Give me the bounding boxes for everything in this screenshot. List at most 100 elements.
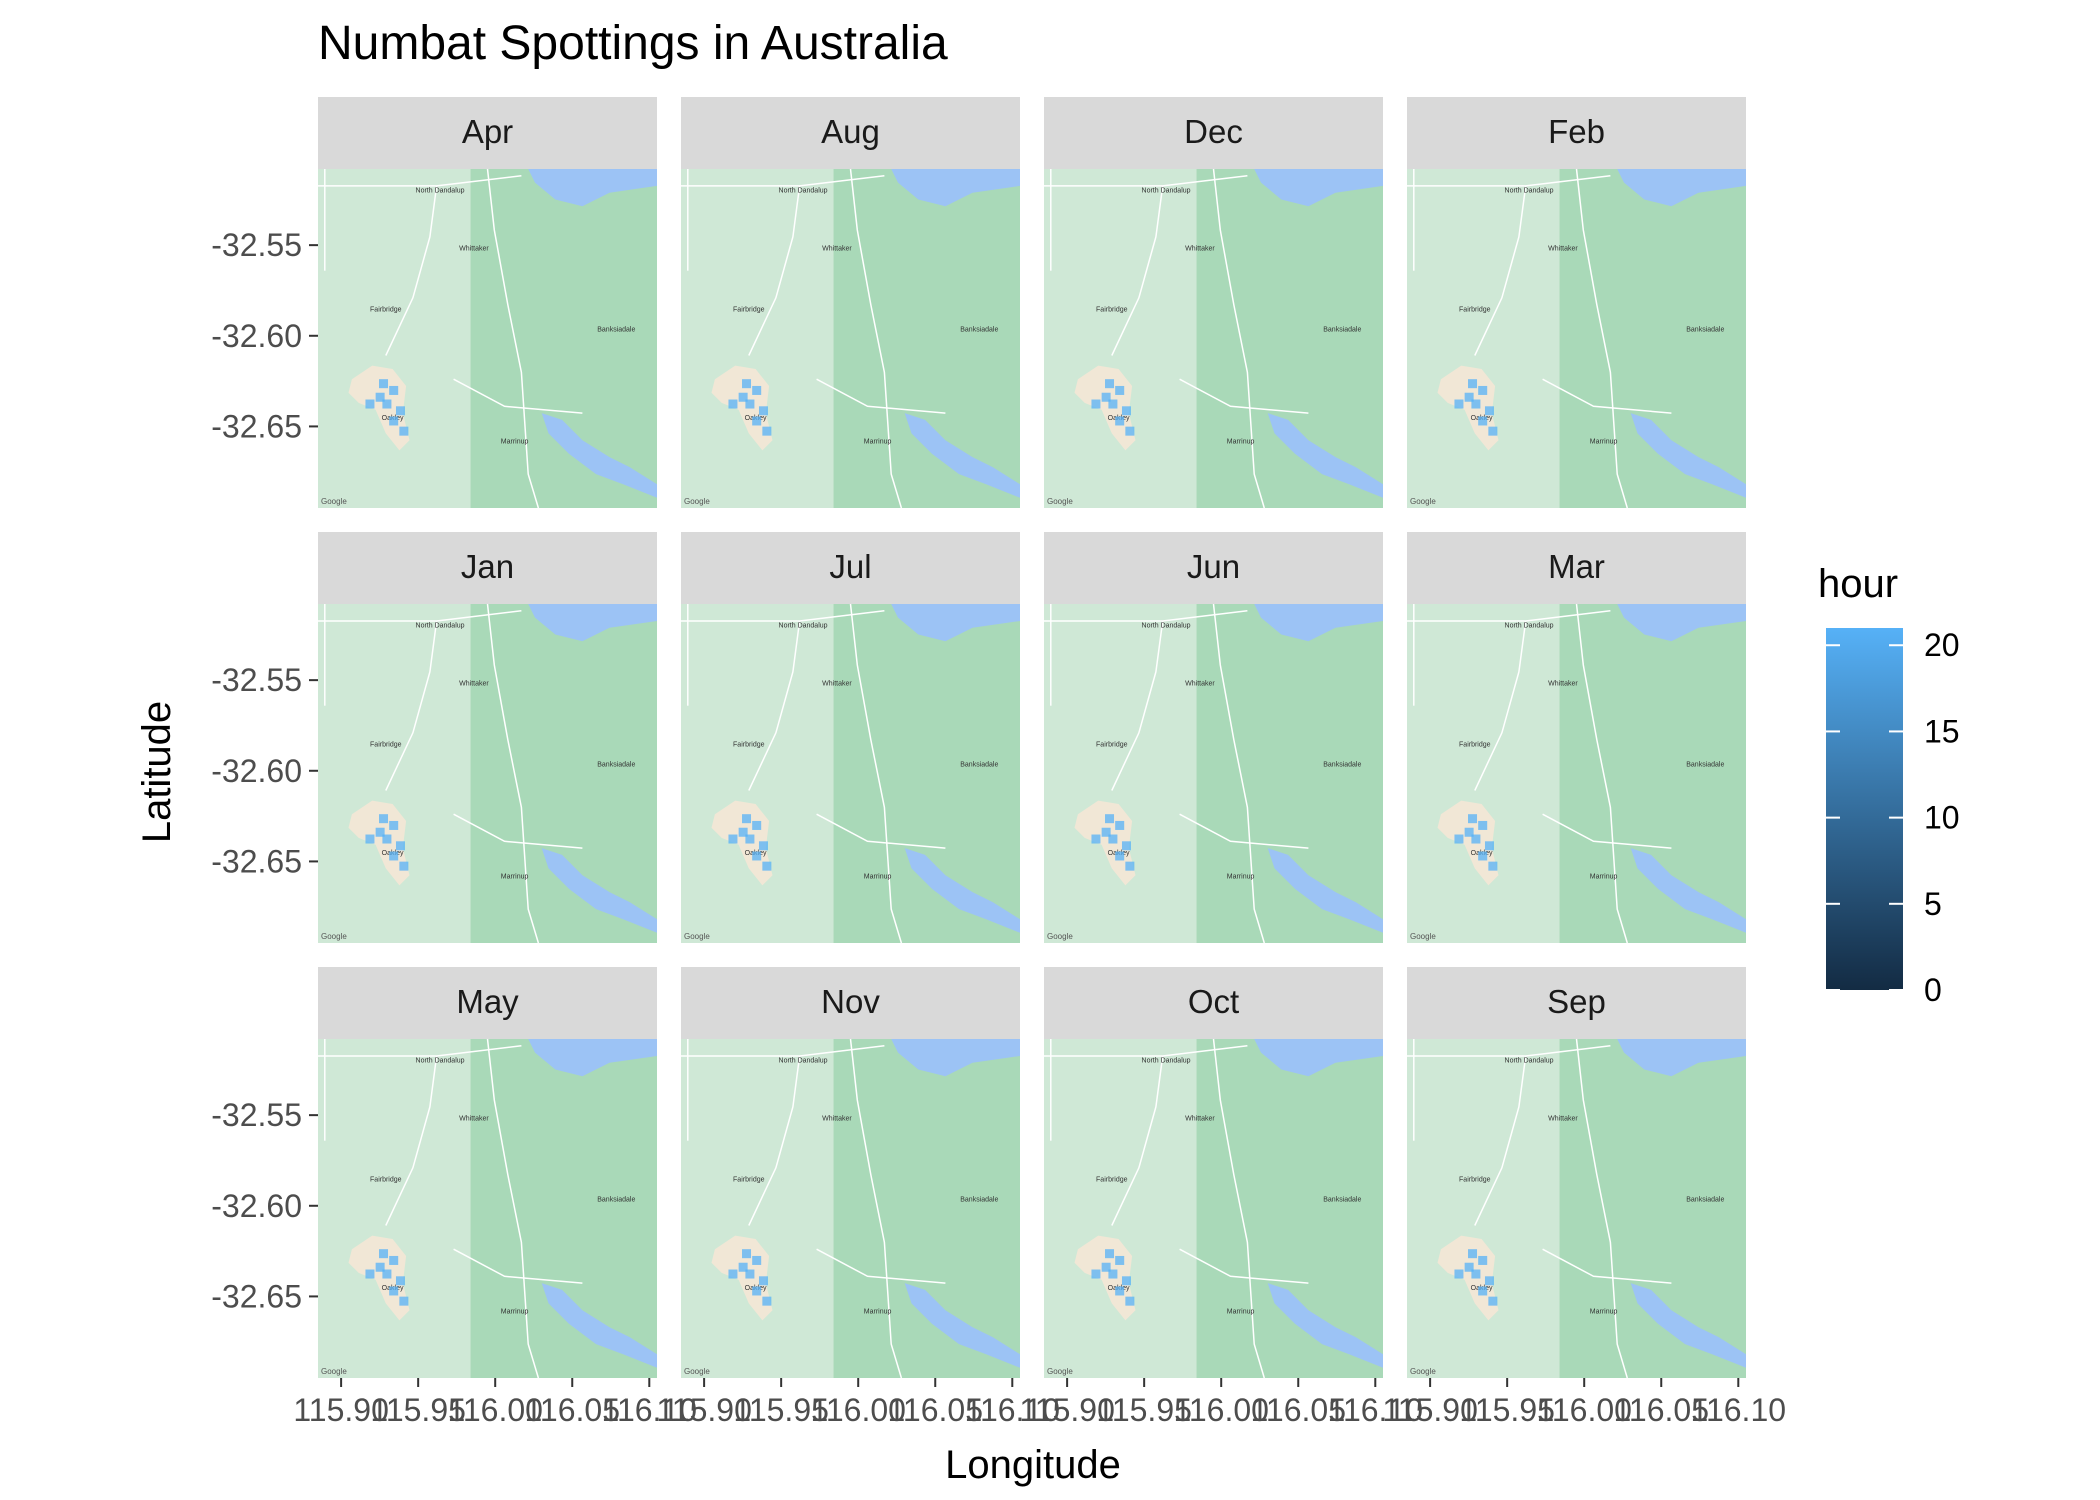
map-road xyxy=(318,175,522,187)
map-forest xyxy=(1559,169,1746,508)
map-road xyxy=(1212,1038,1266,1379)
map-lake xyxy=(541,413,657,498)
facet-strip xyxy=(318,97,657,169)
hour-cell xyxy=(1101,827,1111,837)
map-place-label: North Dandalup xyxy=(416,623,465,630)
map-lake xyxy=(1267,848,1383,933)
map-place-label: Banksiadale xyxy=(1323,327,1361,334)
map-road xyxy=(453,813,583,849)
facet-panel-may: May North Dandalup Whittaker Fairbridge Bank… xyxy=(318,967,657,1379)
hour-cell xyxy=(375,827,385,837)
map-lake xyxy=(1617,169,1746,207)
map-place-label: Banksiadale xyxy=(597,762,635,769)
hour-cell xyxy=(1478,385,1488,395)
map-lake xyxy=(1617,604,1746,642)
map-road xyxy=(318,610,522,622)
hour-cell xyxy=(375,1262,385,1272)
map-road xyxy=(318,1045,522,1057)
hour-cell xyxy=(1108,399,1118,409)
map-forest xyxy=(1559,1039,1746,1378)
map-place-label: Whittaker xyxy=(1548,245,1578,252)
facet-label: Jun xyxy=(1187,548,1240,585)
facet-label: Jan xyxy=(461,548,514,585)
facet-panel-aug: Aug North Dandalup Whittaker Fairbridge Bank… xyxy=(681,97,1020,509)
hour-cell xyxy=(379,1249,389,1259)
map-place-label: Marrinup xyxy=(1590,874,1618,881)
map-place-label: North Dandalup xyxy=(1142,623,1191,630)
hour-cell xyxy=(399,426,409,436)
hour-cell xyxy=(1454,399,1464,409)
hour-cell xyxy=(728,399,738,409)
map-lake xyxy=(904,413,1020,498)
hour-cell xyxy=(399,861,409,871)
facet-panel-jan: Jan North Dandalup Whittaker Fairbridge Bank… xyxy=(318,532,657,944)
map-forest xyxy=(470,604,657,943)
x-tick-label: 116.00 xyxy=(810,1392,906,1428)
map-road xyxy=(681,175,885,187)
hour-cell xyxy=(1105,814,1115,824)
map-road xyxy=(1212,603,1266,944)
hour-cell xyxy=(1478,851,1488,861)
map-place-label: Whittaker xyxy=(459,680,489,687)
map-road xyxy=(816,813,946,849)
hour-cell xyxy=(1488,426,1498,436)
x-tick-label: 116.05 xyxy=(525,1392,621,1428)
map-road xyxy=(748,620,801,791)
map-forest xyxy=(1559,604,1746,943)
map-lake xyxy=(1267,1283,1383,1368)
basemap: North Dandalup Whittaker Fairbridge Banksia… xyxy=(681,168,1020,509)
map-credit: Google xyxy=(321,932,347,941)
hour-cell xyxy=(1105,1249,1115,1259)
facet-strip xyxy=(1407,97,1746,169)
hour-cell xyxy=(1488,861,1498,871)
hour-cell xyxy=(1468,379,1478,389)
map-place-label: Marrinup xyxy=(864,439,892,446)
hour-cell xyxy=(389,1286,399,1296)
y-tick-label: -32.65 xyxy=(211,408,302,444)
map-lake xyxy=(1254,604,1383,642)
map-place-label: Whittaker xyxy=(822,1115,852,1122)
map-lake xyxy=(1254,169,1383,207)
map-place-label: Banksiadale xyxy=(1686,327,1724,334)
hour-cell xyxy=(1454,1269,1464,1279)
legend-tick-label: 20 xyxy=(1924,627,1960,663)
legend-tick-label: 0 xyxy=(1924,972,1942,1008)
map-place-label: Fairbridge xyxy=(1096,741,1128,748)
hour-cell xyxy=(1464,1262,1474,1272)
basemap: North Dandalup Whittaker Fairbridge Banksia… xyxy=(318,168,657,509)
facet-panel-nov: Nov North Dandalup Whittaker Fairbridge Bank… xyxy=(681,967,1020,1379)
map-lake xyxy=(904,848,1020,933)
hour-cell xyxy=(1115,1255,1125,1265)
hour-cell xyxy=(742,1249,752,1259)
map-place-label: Fairbridge xyxy=(1096,1176,1128,1183)
legend-tick-label: 15 xyxy=(1924,713,1960,749)
hour-cell xyxy=(1488,1296,1498,1306)
map-credit: Google xyxy=(1410,497,1436,506)
map-forest xyxy=(470,1039,657,1378)
hour-cell xyxy=(738,1262,748,1272)
map-place-label: North Dandalup xyxy=(1142,1058,1191,1065)
map-place-label: Whittaker xyxy=(1185,680,1215,687)
map-place-label: Whittaker xyxy=(822,680,852,687)
map-place-label: Fairbridge xyxy=(370,306,402,313)
y-tick-label: -32.55 xyxy=(211,662,302,698)
map-place-label: Banksiadale xyxy=(1323,762,1361,769)
map-place-label: Banksiadale xyxy=(597,1197,635,1204)
map-lake xyxy=(904,1283,1020,1368)
x-tick-label: 115.90 xyxy=(293,1392,389,1428)
basemap: North Dandalup Whittaker Fairbridge Banksia… xyxy=(1044,603,1383,944)
hour-cell xyxy=(1478,1286,1488,1296)
map-place-label: Fairbridge xyxy=(733,1176,765,1183)
map-road xyxy=(385,1055,438,1226)
map-road xyxy=(1575,603,1629,944)
x-tick-label: 116.10 xyxy=(1328,1392,1424,1428)
hour-cell xyxy=(1464,827,1474,837)
map-place-label: Banksiadale xyxy=(597,327,635,334)
hour-cell xyxy=(1478,416,1488,426)
map-forest xyxy=(833,604,1020,943)
map-forest xyxy=(1196,1039,1383,1378)
chart-title: Numbat Spottings in Australia xyxy=(318,17,948,70)
hour-cell xyxy=(745,399,755,409)
facet-label: Mar xyxy=(1548,548,1605,585)
